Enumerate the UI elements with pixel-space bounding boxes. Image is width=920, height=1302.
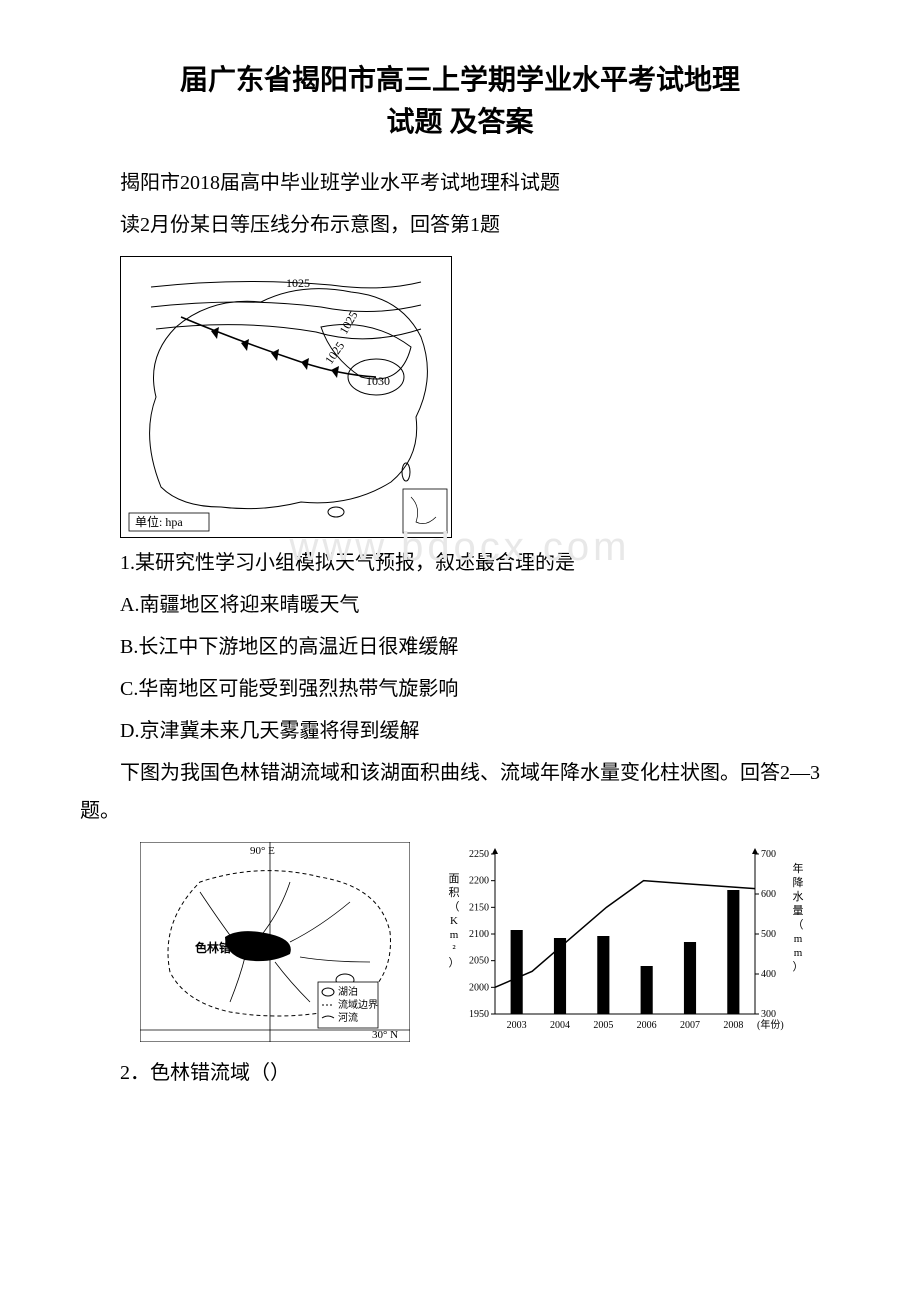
svg-text:300: 300 (761, 1009, 776, 1020)
figure-row-2: 90° E 30° N 色林错 湖泊 流域边界 河流 (140, 842, 840, 1042)
svg-text:600: 600 (761, 889, 776, 900)
watermark: www.bdocx.com (80, 525, 840, 570)
svg-text:2007: 2007 (680, 1020, 700, 1031)
isobar-label-1: 1025 (286, 276, 310, 290)
figure-isobar-map: 1025 1025 1025 1030 单位: hpa (120, 256, 840, 543)
legend-river: 河流 (338, 1011, 358, 1024)
lake-label: 色林错 (195, 940, 231, 955)
q1-b: B.长江中下游地区的高温近日很难缓解 (80, 628, 840, 666)
title-line2: 试题 及答案 (386, 107, 533, 138)
svg-text:年: 年 (793, 861, 804, 875)
figure-area-precip-chart: 1950 2000 2050 2100 2150 2200 2250 300 400 500 600… (440, 842, 810, 1042)
svg-text:2250: 2250 (469, 849, 489, 860)
lon-label: 90° E (250, 845, 275, 857)
svg-text:m: m (794, 933, 803, 945)
svg-text:水: 水 (793, 890, 804, 903)
doc-title: 届广东省揭阳市高三上学期学业水平考试地理 试题 及答案 (80, 60, 840, 144)
svg-text:积: 积 (449, 886, 460, 899)
svg-text:（: （ (793, 918, 804, 931)
legend-boundary: 流域边界 (338, 998, 378, 1011)
svg-text:2006: 2006 (637, 1020, 657, 1031)
svg-text:500: 500 (761, 929, 776, 940)
intro-1: 揭阳市2018届高中毕业班学业水平考试地理科试题 (80, 164, 840, 202)
title-line1: 届广东省揭阳市高三上学期学业水平考试地理 (180, 65, 740, 96)
q1-d: D.京津冀未来几天雾霾将得到缓解 (80, 712, 840, 750)
svg-text:2200: 2200 (469, 876, 489, 887)
svg-text:2008: 2008 (723, 1020, 743, 1031)
svg-text:面: 面 (449, 873, 460, 885)
svg-text:降: 降 (793, 875, 804, 889)
svg-text:2004: 2004 (550, 1020, 570, 1031)
svg-text:1950: 1950 (469, 1009, 489, 1020)
q1-c: C.华南地区可能受到强烈热带气旋影响 (80, 670, 840, 708)
svg-text:量: 量 (793, 904, 804, 917)
svg-text:）: ） (449, 956, 460, 969)
svg-text:（: （ (449, 900, 460, 913)
svg-text:2005: 2005 (593, 1020, 613, 1031)
isobar-label-4: 1030 (366, 374, 390, 388)
svg-text:400: 400 (761, 969, 776, 980)
lat-label: 30° N (372, 1029, 398, 1041)
intro-2: 读2月份某日等压线分布示意图，回答第1题 (80, 206, 840, 244)
figure-basin-map: 90° E 30° N 色林错 湖泊 流域边界 河流 (140, 842, 410, 1042)
svg-text:700: 700 (761, 849, 776, 860)
q1-a: A.南疆地区将迎来晴暖天气 (80, 586, 840, 624)
svg-text:K: K (450, 915, 458, 927)
svg-text:2000: 2000 (469, 982, 489, 993)
svg-text:(年份): (年份) (757, 1018, 784, 1031)
svg-text:m: m (794, 947, 803, 959)
svg-text:m: m (450, 929, 459, 941)
svg-text:）: ） (793, 960, 804, 973)
legend-lake: 湖泊 (338, 986, 358, 998)
svg-text:2003: 2003 (507, 1020, 527, 1031)
svg-text:2050: 2050 (469, 956, 489, 967)
q2-stem: 2．色林错流域（） (80, 1054, 840, 1092)
p3: 下图为我国色林错湖流域和该湖面积曲线、流域年降水量变化柱状图。回答2—3题。 (80, 754, 840, 830)
svg-text:2100: 2100 (469, 929, 489, 940)
svg-text:2150: 2150 (469, 902, 489, 913)
